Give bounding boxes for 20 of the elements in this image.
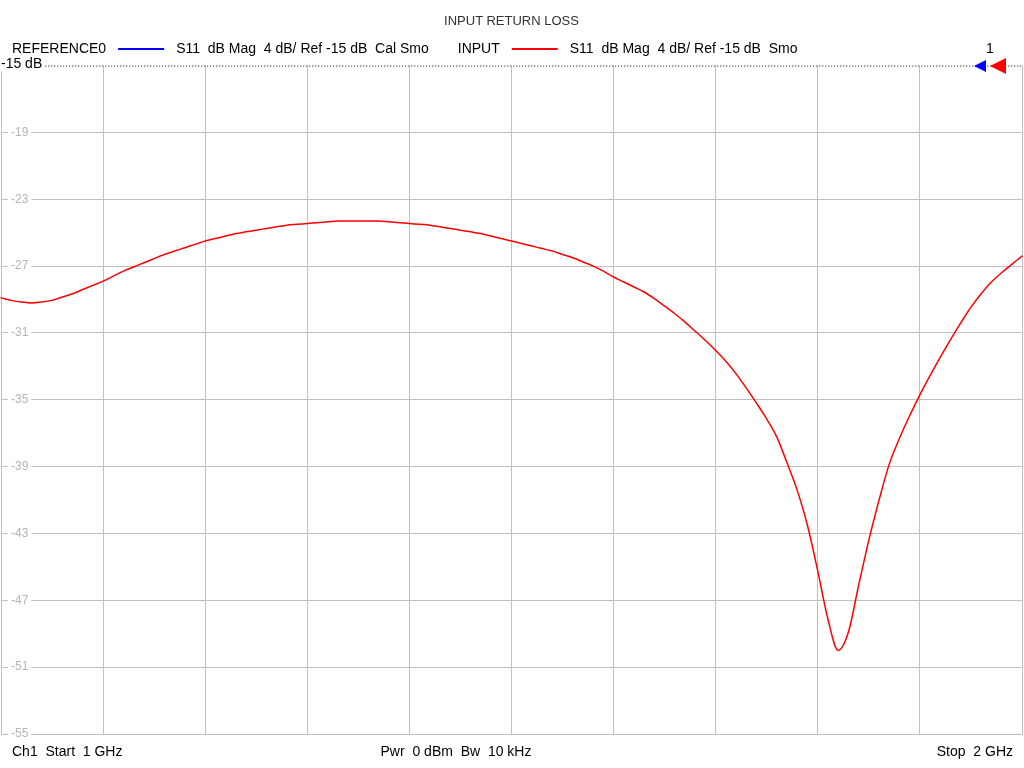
text: Pwr 0 dBm Bw 10 kHz xyxy=(380,742,532,759)
y-tick-label: -55 xyxy=(11,726,29,741)
text: S11 dB Mag 4 dB/ Ref -15 dB Smo xyxy=(569,39,798,56)
text: S11 dB Mag 4 dB/ Ref -15 dB Cal Smo xyxy=(176,39,429,56)
text: Ch1 Start 1 GHz xyxy=(12,742,123,759)
y-tick-label: -39 xyxy=(11,458,29,473)
y-tick-label: -23 xyxy=(11,191,29,206)
y-tick-label: -47 xyxy=(11,592,29,607)
chart-title: INPUT RETURN LOSS xyxy=(444,13,580,29)
y-tick-label: -35 xyxy=(11,392,29,407)
text: 1 xyxy=(986,39,995,56)
y-tick-label: -19 xyxy=(11,124,29,139)
ref-line-label: -15 dB xyxy=(1,55,43,72)
y-tick-label: -43 xyxy=(11,525,29,540)
legend-label: INPUT xyxy=(457,39,501,56)
y-tick-label: -27 xyxy=(11,258,29,273)
y-tick-label: -31 xyxy=(11,325,29,340)
y-tick-label: -51 xyxy=(11,659,29,674)
text: Stop 2 GHz xyxy=(936,742,1013,759)
legend-label: REFERENCE0 xyxy=(12,39,107,56)
